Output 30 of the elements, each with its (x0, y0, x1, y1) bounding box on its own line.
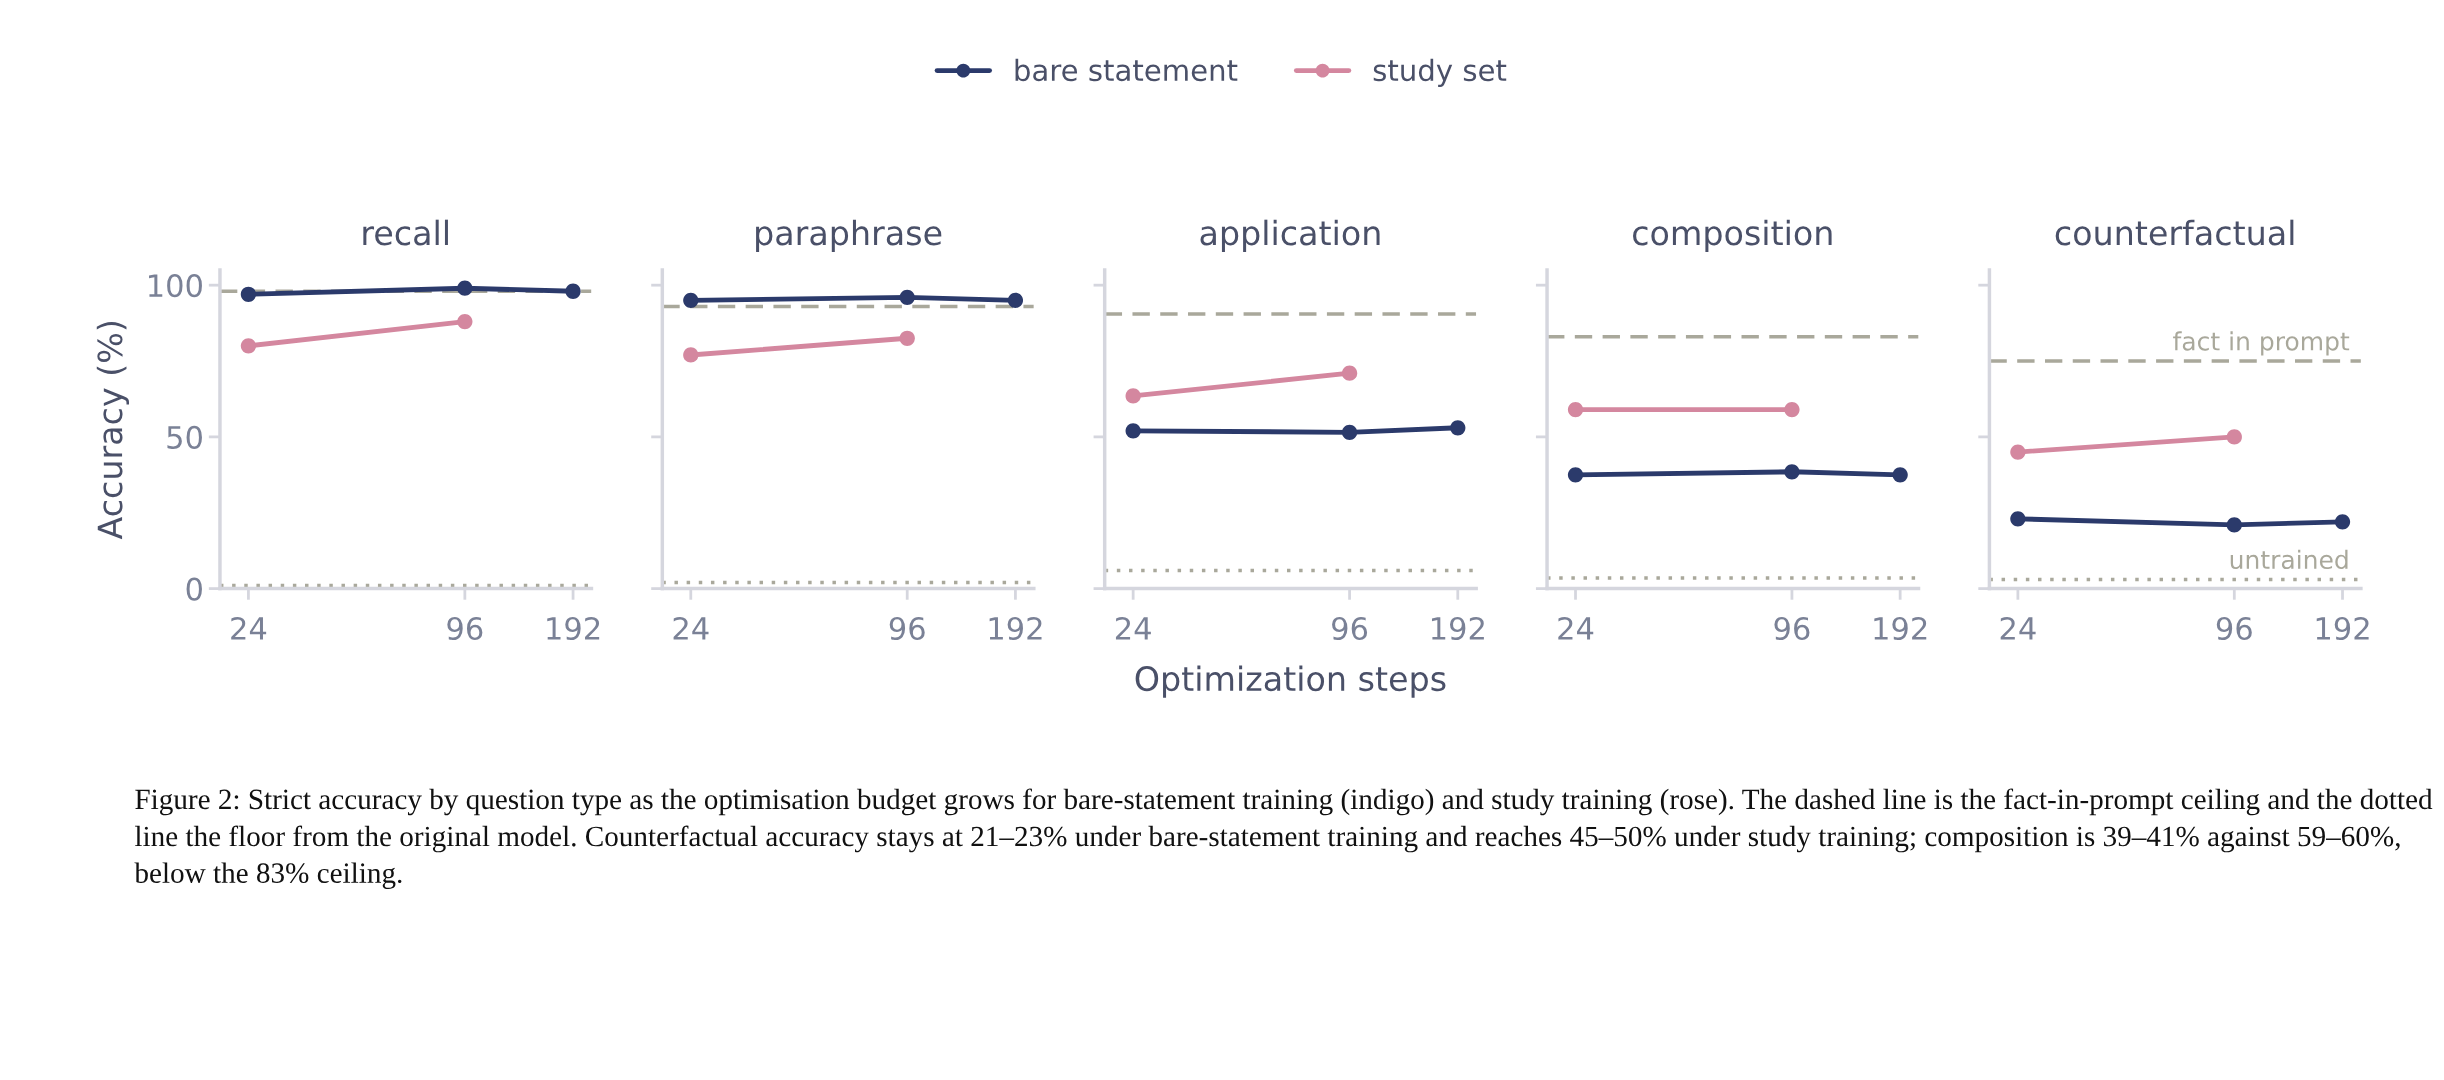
chart-title: counterfactual (2055, 219, 2294, 246)
x-tick-label: 96 (1332, 616, 1368, 641)
x-tick-label: 192 (1431, 616, 1484, 641)
x-tick-label: 24 (2000, 616, 2036, 640)
x-tick-label: 96 (2216, 616, 2252, 641)
x-tick-label: 24 (1115, 616, 1151, 640)
chart-title: composition (1633, 219, 1832, 252)
legend-label: study set (1373, 58, 1507, 87)
chart-title: recall (363, 219, 448, 246)
x-tick-label: 96 (447, 616, 483, 641)
x-tick-label: 24 (231, 616, 267, 640)
x-tick-label: 192 (547, 616, 600, 641)
y-axis-title: Accuracy (%) (96, 321, 129, 540)
x-tick-label: 192 (1874, 616, 1927, 641)
x-tick-label: 192 (2316, 616, 2369, 641)
x-axis-title: Optimization steps (1135, 665, 1446, 698)
x-tick-label: 192 (989, 616, 1042, 641)
y-tick-label: 0 (186, 577, 202, 601)
chart-title: paraphrase (756, 219, 942, 252)
x-tick-label: 96 (1774, 616, 1810, 641)
y-tick-label: 50 (167, 425, 202, 449)
ref-line-label: untrained (2230, 549, 2348, 570)
y-tick-label: 100 (149, 274, 202, 298)
chart-title: application (1200, 219, 1380, 252)
x-tick-label: 24 (1558, 616, 1594, 640)
caption: Figure 2: Strict accuracy by question type as the optimisation budget grows for bare-statement training (indigo) and study training (rose). The dashed line is the fact-in-prompt ceiling and the dotted line the floor from the original model. Counterfactual accuracy stays at 21–23% under bare-statement training and reaches 45–50% under study training; composition is 39–41% against 59–60%, below the 83% ceiling. (134, 788, 2433, 889)
ref-line-label: fact in prompt (2173, 331, 2350, 356)
x-tick-label: 96 (889, 616, 925, 641)
x-tick-label: 24 (673, 616, 709, 640)
legend-label: bare statement (1015, 58, 1238, 82)
